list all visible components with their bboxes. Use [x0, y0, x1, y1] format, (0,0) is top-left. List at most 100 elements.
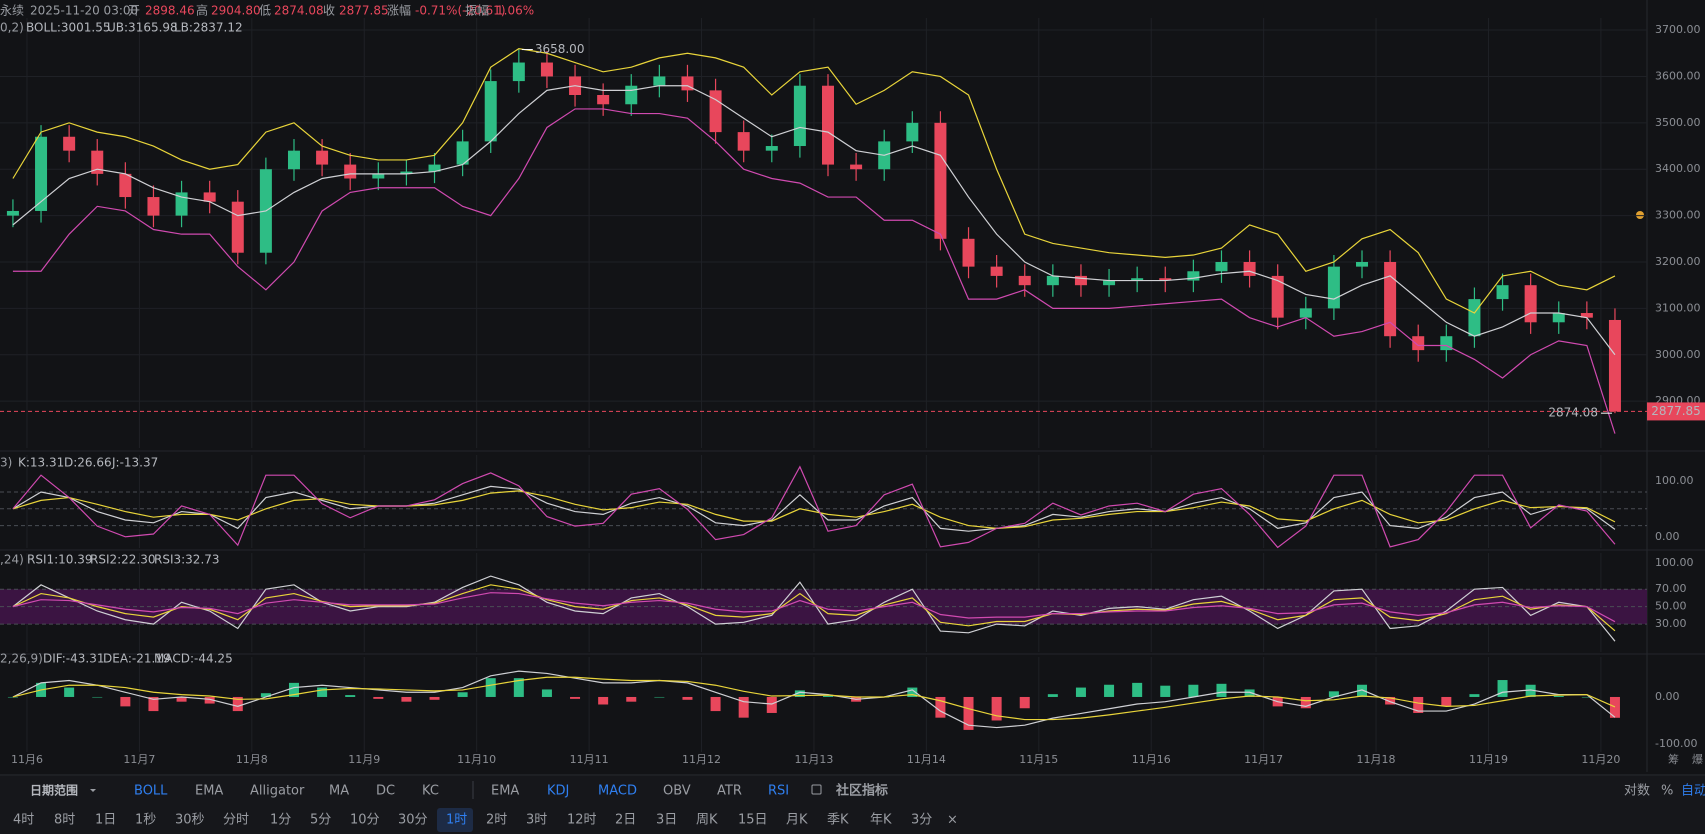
interval-button[interactable]: 月K [786, 813, 808, 828]
interval-button[interactable]: 5分 [310, 813, 331, 828]
indicator-button[interactable]: KC [422, 784, 439, 799]
legend-entry: UB:3165.98 [107, 21, 178, 35]
histogram-bar [1553, 696, 1564, 697]
legend-entry: DIF:-43.31 [43, 652, 104, 666]
histogram-bar [1160, 685, 1171, 697]
candle-body [1018, 275, 1031, 286]
indicator-button[interactable]: MACD [598, 784, 637, 799]
interval-button[interactable]: 季K [827, 813, 849, 828]
candle-body [1074, 275, 1087, 286]
histogram-bar [682, 696, 693, 700]
histogram-bar [1581, 696, 1592, 698]
header-symbol: 永续 [0, 4, 24, 18]
x-tick-label: 11月10 [457, 753, 496, 766]
interval-button[interactable]: 2时 [486, 813, 507, 828]
interval-button[interactable]: 1日 [95, 813, 116, 828]
candle-body [821, 85, 834, 165]
histogram-bar [1385, 696, 1396, 705]
header-amplitude-label: 振幅 [465, 3, 489, 18]
indicator-button[interactable]: 社区指标 [835, 783, 888, 799]
candle-body [962, 238, 975, 267]
x-tick-label: 11月9 [348, 753, 380, 766]
interval-button[interactable]: 年K [870, 813, 892, 828]
candle-body [456, 141, 469, 165]
header-change: -0.71%(-20.61) [415, 4, 506, 18]
interval-button[interactable]: 15日 [738, 813, 768, 828]
indicator-button[interactable]: Alligator [250, 784, 305, 799]
candle-body [1496, 285, 1509, 300]
x-tick-label: 11月17 [1244, 753, 1283, 766]
scale-button[interactable]: 自动 [1681, 784, 1705, 799]
interval-button[interactable]: 1秒 [135, 813, 156, 828]
indicator-button[interactable]: OBV [663, 784, 691, 799]
histogram-bar [1441, 696, 1452, 707]
interval-button[interactable]: 30分 [398, 813, 428, 828]
community-icon [811, 784, 822, 795]
interval-button[interactable]: 周K [696, 813, 718, 828]
last-price-tag [1647, 402, 1705, 421]
scale-button[interactable]: % [1661, 784, 1673, 799]
indicator-button[interactable]: MA [329, 784, 349, 799]
y-tick-label: -100.00 [1655, 737, 1697, 750]
interval-button[interactable]: 8时 [54, 813, 75, 828]
indicator-button[interactable]: EMA [491, 784, 519, 799]
candle-body [484, 81, 497, 142]
x-tick-label: 11月6 [11, 753, 43, 766]
y-tick-label: 3600.00 [1655, 69, 1701, 82]
y-tick-label: 3100.00 [1655, 301, 1701, 314]
candle-body [147, 197, 160, 216]
candle-body [1215, 261, 1228, 272]
candle-body [793, 85, 806, 147]
histogram-bar [963, 696, 974, 730]
indicator-button[interactable]: EMA [195, 784, 223, 799]
indicator-button[interactable]: BOLL [134, 784, 168, 799]
candle-body [1412, 336, 1425, 351]
legend-prefix: 0,2) [0, 21, 24, 35]
indicator-button[interactable]: DC [376, 784, 395, 799]
y-tick-label: 3700.00 [1655, 23, 1701, 36]
interval-button[interactable]: 1时 [446, 813, 467, 828]
y-tick-label: 3000.00 [1655, 348, 1701, 361]
date-range-button[interactable]: 日期范围 [30, 783, 78, 798]
histogram-bar [429, 696, 440, 700]
histogram-bar [1497, 680, 1508, 697]
indicator-button[interactable]: KDJ [547, 784, 569, 799]
candle-body [372, 173, 385, 179]
header-open: 2898.46 [145, 4, 195, 18]
interval-button[interactable]: × [947, 813, 958, 828]
histogram-bar [1047, 694, 1058, 697]
candle-body [512, 62, 525, 82]
candle-body [203, 192, 216, 202]
histogram-bar [1413, 696, 1424, 713]
interval-button[interactable]: 3日 [656, 813, 677, 828]
x-tick-label: 11月8 [236, 753, 268, 766]
candle-body [1187, 271, 1200, 281]
interval-button[interactable]: 3时 [526, 813, 547, 828]
candle-body [35, 136, 48, 211]
interval-button[interactable]: 1分 [270, 813, 291, 828]
interval-button[interactable]: 2日 [615, 813, 636, 828]
histogram-bar [710, 696, 721, 712]
interval-button[interactable]: 12时 [567, 813, 597, 828]
y-tick-label: 0.00 [1655, 690, 1680, 703]
histogram-bar [766, 696, 777, 713]
histogram-bar [120, 696, 131, 707]
candle-body [1131, 278, 1144, 281]
interval-button[interactable]: 10分 [350, 813, 380, 828]
interval-button[interactable]: 30秒 [175, 813, 205, 828]
histogram-bar [541, 689, 552, 697]
indicator-button[interactable]: ATR [717, 784, 742, 799]
indicator-button[interactable]: RSI [768, 784, 789, 799]
interval-button[interactable]: 4时 [13, 813, 34, 828]
y-tick-label: 3200.00 [1655, 255, 1701, 268]
x-tick-label: 11月16 [1132, 753, 1171, 766]
interval-button[interactable]: 分时 [223, 813, 249, 828]
histogram-bar [1216, 683, 1227, 697]
histogram-bar [654, 696, 665, 698]
scale-button[interactable]: 对数 [1624, 784, 1650, 799]
interval-button[interactable]: 3分 [911, 813, 932, 828]
corner-label: 筹 [1668, 752, 1679, 766]
histogram-bar [626, 696, 637, 702]
histogram-bar [232, 696, 243, 712]
